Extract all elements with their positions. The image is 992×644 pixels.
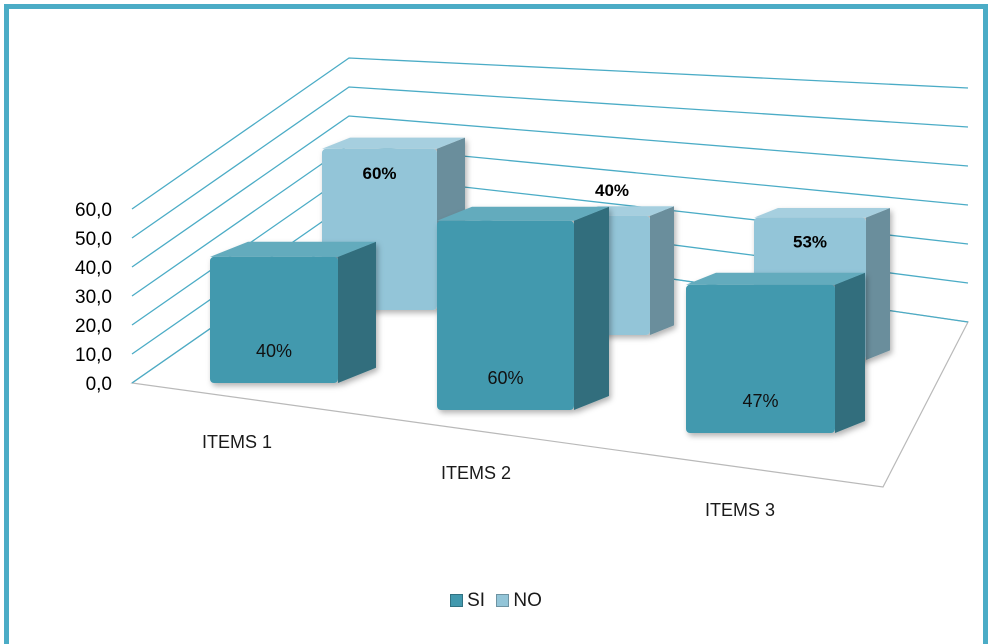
category-label: ITEMS 1 (202, 432, 272, 452)
category-label: ITEMS 3 (705, 500, 775, 520)
y-tick-label: 10,0 (75, 345, 112, 366)
y-tick-label: 60,0 (75, 200, 112, 221)
bar-no-2-label: 40% (595, 181, 629, 200)
bar-si-2 (437, 206, 609, 410)
y-tick-label: 50,0 (75, 229, 112, 250)
bar-si-3-label: 47% (742, 391, 778, 411)
legend: SI NO (0, 590, 992, 612)
y-tick-label: 20,0 (75, 316, 112, 337)
bar-si-3 (686, 272, 865, 433)
bar-no-3-label: 53% (793, 233, 827, 252)
gridline (131, 57, 969, 210)
bar-si-1 (210, 241, 376, 383)
legend-label-no: NO (513, 590, 542, 611)
gridline (131, 115, 969, 268)
legend-label-si: SI (467, 590, 486, 611)
bar-si-1-label: 40% (256, 341, 292, 361)
legend-swatch-si (450, 594, 464, 607)
y-axis-ticks: 0,0 10,0 20,0 30,0 40,0 50,0 60,0 (75, 200, 112, 395)
legend-swatch-no (496, 594, 510, 607)
y-tick-label: 0,0 (86, 374, 112, 395)
legend-item-no: NO (496, 590, 542, 612)
gridline (131, 86, 969, 239)
category-label: ITEMS 2 (441, 463, 511, 483)
category-labels: ITEMS 1 ITEMS 2 ITEMS 3 (202, 432, 775, 520)
bar-no-1-label: 60% (362, 164, 396, 183)
y-tick-label: 30,0 (75, 287, 112, 308)
legend-item-si: SI (450, 590, 485, 612)
bar-si-2-label: 60% (487, 368, 523, 388)
y-tick-label: 40,0 (75, 258, 112, 279)
bars: 60% 40% 53% 40% 60% 47% (210, 137, 890, 433)
